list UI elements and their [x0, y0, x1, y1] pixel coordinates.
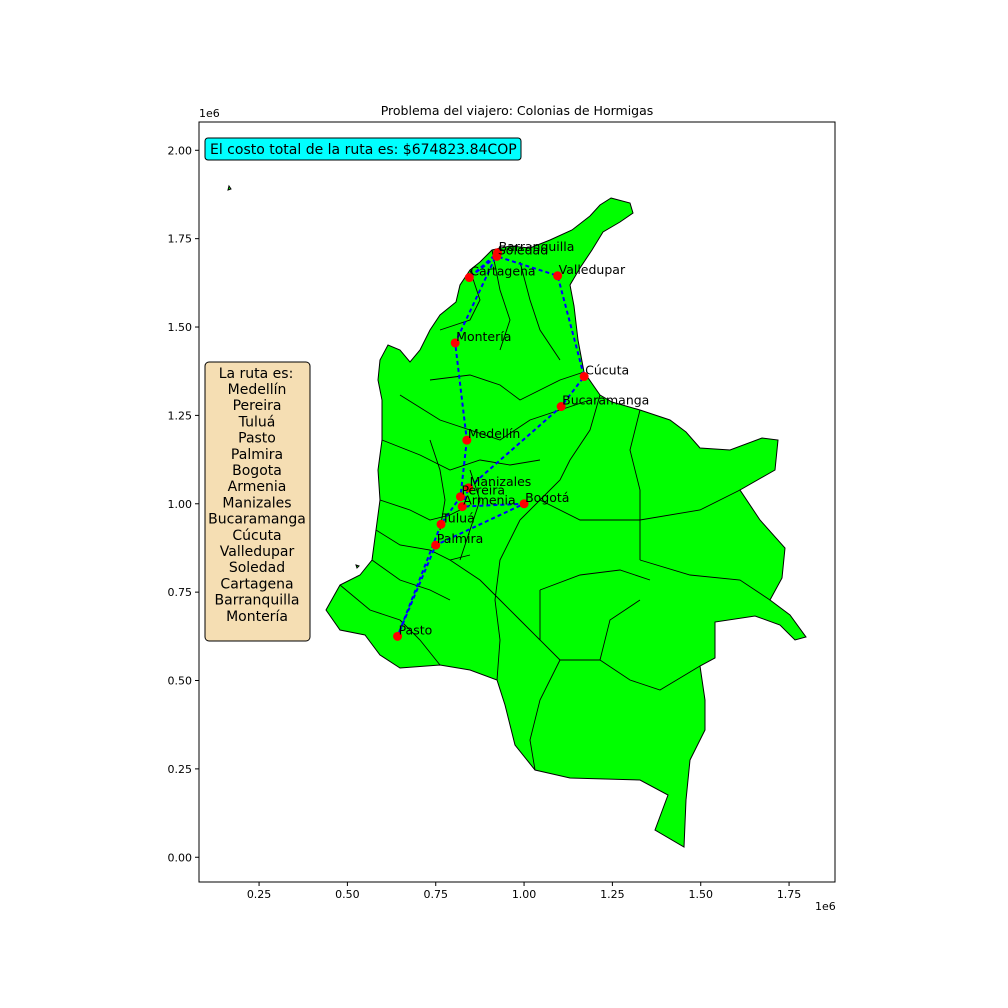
city-label: Armenia: [463, 493, 515, 508]
cost-annotation: El costo total de la ruta es: $674823.84…: [204, 137, 522, 161]
island-gorgona: [355, 564, 360, 569]
map-title: Problema del viajero: Colonias de Hormig…: [381, 103, 654, 118]
country-polygon: [325, 197, 807, 848]
city-label: Medellín: [468, 426, 520, 441]
city-label: Bogotá: [525, 490, 569, 505]
y-axis-exponent: 1e6: [199, 107, 220, 120]
city-marker: [464, 273, 474, 283]
city-label: Cúcuta: [585, 363, 629, 378]
city-label: Soledad: [498, 242, 548, 257]
route-list-item: Medellín: [228, 382, 287, 398]
city-label: Valledupar: [559, 262, 626, 277]
y-tick-label: 2.00: [168, 144, 193, 157]
y-tick-label: 0.50: [168, 675, 193, 688]
x-tick-label: 1.50: [688, 888, 713, 901]
city-marker: [450, 338, 460, 348]
city-marker: [436, 519, 446, 529]
x-tick-label: 1.00: [512, 888, 537, 901]
x-tick-label: 1.75: [777, 888, 802, 901]
y-tick-label: 1.50: [168, 321, 193, 334]
city-marker: [455, 492, 465, 502]
y-tick-label: 0.00: [168, 851, 193, 864]
city-marker: [556, 402, 566, 412]
route-heading: La ruta es:: [219, 366, 294, 382]
route-list-item: Palmira: [231, 447, 283, 463]
route-list-item: Soledad: [229, 560, 285, 576]
route-box: [204, 361, 311, 642]
route-list-item: Armenia: [228, 479, 287, 495]
route-list-item: Cartagena: [220, 576, 293, 592]
route-list-item: Pereira: [233, 398, 282, 414]
city-marker: [553, 271, 563, 281]
route-list-item: Pasto: [238, 431, 276, 447]
city-marker: [519, 499, 529, 509]
cost-text: El costo total de la ruta es: $674823.84…: [210, 142, 517, 158]
city-marker: [579, 372, 589, 382]
city-label: Pasto: [399, 622, 433, 637]
city-marker: [393, 631, 403, 641]
route-layer: [396, 252, 586, 637]
city-label: Manizales: [470, 474, 532, 489]
route-path: [396, 252, 586, 637]
cost-box: [204, 137, 522, 161]
x-axis-exponent: 1e6: [815, 900, 836, 913]
city-marker: [492, 251, 502, 261]
route-list-item: Bucaramanga: [208, 512, 306, 528]
city-label: Tuluá: [441, 510, 475, 525]
x-tick-label: 1.25: [600, 888, 625, 901]
city-label: Barranquilla: [499, 239, 575, 254]
route-list-item: Manizales: [222, 495, 291, 511]
route-annotation: La ruta es: MedellínPereiraTuluáPastoPal…: [204, 361, 311, 642]
city-marker: [464, 483, 474, 493]
city-label: Pereira: [461, 483, 505, 498]
x-tick-label: 0.75: [423, 888, 448, 901]
city-label: Palmira: [437, 531, 484, 546]
x-tick-label: 0.50: [335, 888, 360, 901]
y-tick-label: 1.25: [168, 409, 193, 422]
y-axis: 0.00 0.25 0.50 0.75 1.00 1.25 1.50 1.75 2.00: [168, 144, 199, 864]
route-list-item: Cúcuta: [232, 528, 281, 544]
city-label: Bucaramanga: [562, 393, 649, 408]
island-san-andres: [227, 184, 232, 191]
y-tick-label: 0.75: [168, 586, 193, 599]
x-axis: 0.25 0.50 0.75 1.00 1.25 1.50 1.75: [247, 882, 802, 901]
route-list-item: Bogota: [232, 463, 282, 479]
x-tick-label: 0.25: [247, 888, 272, 901]
route-list-item: Montería: [226, 609, 288, 625]
y-tick-label: 1.75: [168, 233, 193, 246]
city-marker: [431, 540, 441, 550]
city-marker: [457, 502, 467, 512]
route-list: MedellínPereiraTuluáPastoPalmiraBogotaAr…: [208, 382, 306, 625]
route-list-item: Tuluá: [238, 414, 276, 430]
city-label: Cartagena: [470, 264, 535, 279]
city-label: Montería: [456, 329, 511, 344]
city-marker: [462, 435, 472, 445]
y-tick-label: 1.00: [168, 498, 193, 511]
y-tick-label: 0.25: [168, 763, 193, 776]
route-list-item: Barranquilla: [215, 593, 300, 609]
route-list-item: Valledupar: [220, 544, 295, 560]
